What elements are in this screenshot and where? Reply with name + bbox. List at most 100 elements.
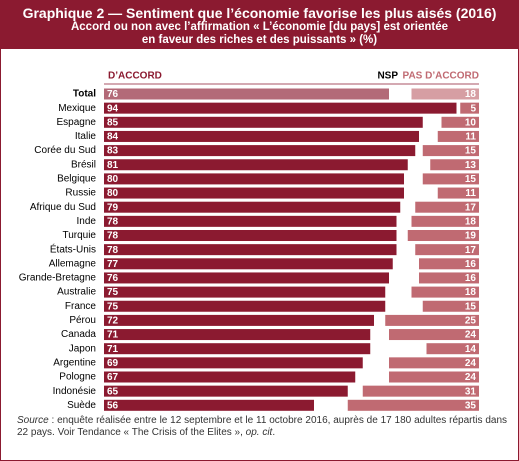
value-label: 5 — [470, 103, 476, 114]
value-label: 65 — [107, 386, 119, 397]
y-tick-label: Brésil — [71, 159, 96, 170]
value-label: 10 — [465, 117, 477, 128]
bar-agree — [104, 145, 416, 157]
y-tick-label: Pérou — [69, 315, 96, 326]
value-label: 35 — [465, 400, 477, 411]
value-label: 15 — [465, 301, 477, 312]
value-label: 80 — [107, 188, 119, 199]
y-tick-label: Total — [73, 89, 96, 100]
bar-agree — [104, 173, 404, 185]
bar-disagree — [441, 116, 479, 128]
bar-disagree — [437, 187, 479, 199]
y-tick-label: Argentine — [53, 357, 96, 368]
value-label: 31 — [465, 386, 477, 397]
value-label: 25 — [465, 316, 477, 327]
bar-disagree — [422, 145, 479, 157]
y-tick-label: Mexique — [58, 103, 96, 114]
y-tick-label: États-Unis — [50, 242, 96, 255]
bar-agree — [104, 329, 371, 341]
bar-agree — [104, 159, 408, 171]
bar-disagree — [460, 102, 479, 114]
bar-agree — [104, 300, 386, 312]
value-label: 80 — [107, 174, 119, 185]
bar-agree — [104, 215, 397, 227]
value-label: 19 — [465, 231, 477, 242]
subtitle: Accord ou non avec l’affirmation « L’éco… — [70, 21, 449, 33]
bar-disagree — [419, 258, 479, 270]
source-text: : enquête réalisée entre le 12 septembre… — [17, 415, 507, 438]
bar-disagree — [407, 230, 479, 241]
bar-agree — [104, 88, 389, 100]
bar-disagree — [411, 286, 479, 298]
chart-title: Graphique 2 — Sentiment que l’économie f… — [22, 5, 497, 21]
y-tick-label: Allemagne — [49, 258, 97, 269]
bar-disagree — [415, 244, 479, 256]
value-label: 11 — [465, 132, 476, 143]
value-label: 24 — [465, 358, 477, 369]
value-label: 76 — [107, 89, 119, 100]
value-label: 79 — [107, 202, 119, 213]
source-ref: op. cit — [245, 427, 273, 438]
legend-entry: D’ACCORD — [108, 71, 162, 82]
value-label: 84 — [107, 132, 119, 143]
bar-disagree — [389, 329, 479, 341]
y-tick-label: Pologne — [59, 372, 96, 383]
bar-agree — [104, 187, 404, 199]
y-tick-label: Grande-Bretagne — [19, 273, 97, 284]
y-tick-label: Italie — [75, 131, 97, 142]
bar-agree — [104, 130, 419, 142]
value-label: 11 — [465, 188, 476, 199]
value-label: 94 — [107, 103, 119, 114]
value-label: 78 — [107, 216, 119, 227]
subtitle: en faveur des riches et des puissants » … — [141, 34, 378, 46]
bar-disagree — [422, 173, 479, 185]
y-tick-label: Corée du Sud — [34, 145, 96, 156]
bar-agree — [104, 244, 397, 256]
y-tick-label: Indonésie — [53, 386, 97, 397]
y-tick-label: Turquie — [62, 230, 96, 241]
value-label: 75 — [107, 301, 119, 312]
value-label: 69 — [107, 358, 119, 369]
source-label: Source — [17, 415, 49, 426]
chart: D’ACCORD PAS D’ACCORD NSP Total 76 18 Mexique 9… — [19, 71, 479, 411]
source: Source : enquête réalisée entre le 12 se… — [17, 415, 507, 439]
bar-disagree — [411, 88, 479, 100]
value-label: 24 — [465, 372, 477, 383]
bar-agree — [104, 314, 374, 326]
value-label: 18 — [465, 89, 477, 100]
bar-agree — [104, 116, 423, 128]
source-end: . — [272, 427, 276, 438]
value-label: 72 — [107, 316, 119, 327]
middle-label: NSP — [377, 71, 398, 82]
y-tick-label: France — [65, 301, 97, 312]
bar-agree — [104, 399, 314, 411]
value-label: 17 — [465, 202, 477, 213]
bar-agree — [104, 357, 363, 369]
bar-disagree — [347, 399, 479, 411]
value-label: 17 — [465, 245, 477, 256]
legend-entry: PAS D’ACCORD — [403, 71, 479, 82]
y-tick-label: Suède — [67, 400, 96, 411]
bar-agree — [104, 385, 348, 397]
value-label: 18 — [465, 216, 477, 227]
bar-disagree — [389, 357, 479, 369]
bar-disagree — [362, 385, 479, 397]
bar-agree — [104, 258, 393, 270]
y-tick-label: Canada — [61, 329, 96, 340]
value-label: 56 — [107, 400, 119, 411]
value-label: 67 — [107, 372, 119, 383]
value-label: 14 — [465, 344, 477, 355]
bar-disagree — [426, 343, 479, 355]
y-tick-label: Japon — [69, 343, 96, 354]
y-tick-label: Australie — [57, 287, 96, 298]
header: Graphique 2 — Sentiment que l’économie f… — [1, 1, 518, 49]
value-label: 77 — [107, 259, 119, 270]
value-label: 15 — [465, 174, 477, 185]
bar-agree — [104, 272, 389, 284]
value-label: 18 — [465, 287, 477, 298]
value-label: 83 — [107, 146, 119, 157]
bar-disagree — [389, 371, 479, 383]
bar-agree — [104, 371, 356, 383]
bar-agree — [104, 230, 397, 241]
y-tick-label: Afrique du Sud — [30, 202, 96, 213]
